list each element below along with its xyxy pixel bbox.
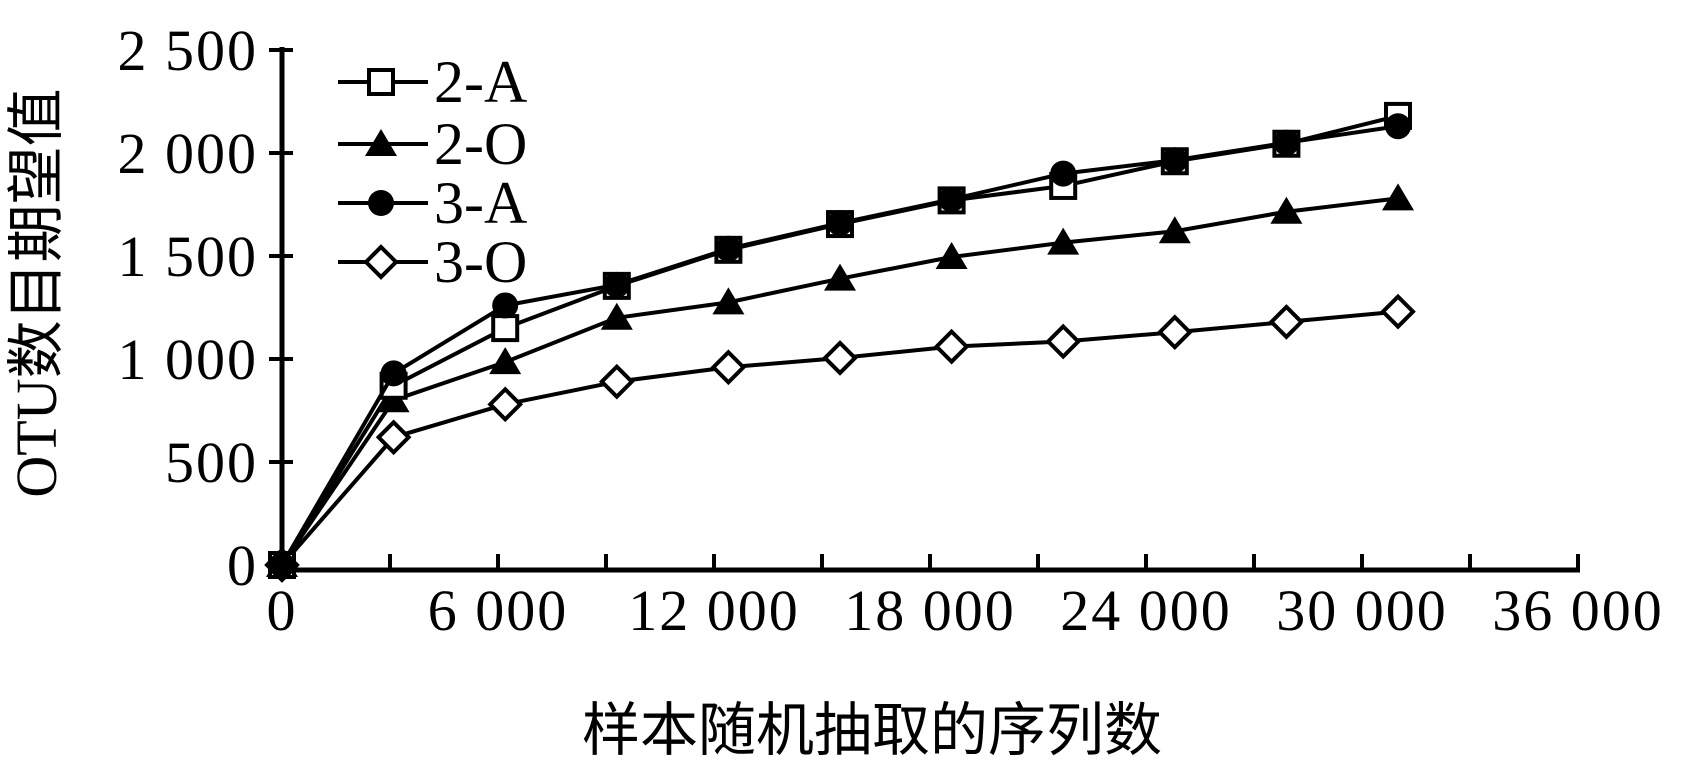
series-2-O-point-2: [489, 347, 522, 375]
series-2-A-point-2: [491, 314, 520, 343]
tick-labels: 0 500 1 000 1 500 2 000 2 500 0 6 000 12 000 18 0…: [118, 18, 1664, 643]
legend-label-2-O: 2-O: [434, 111, 527, 177]
data-series: [264, 101, 1416, 583]
series-3-A-point-8: [1161, 147, 1188, 174]
series-3-O: [264, 293, 1416, 583]
series-3-A-point-6: [938, 186, 965, 213]
legend-item-2-A: 2-A: [338, 49, 527, 115]
series-2-O-point-9: [1270, 196, 1303, 224]
series-2-O-point-3: [600, 302, 633, 330]
x-tick-label-18000: 18 000: [844, 578, 1016, 643]
axes: [269, 47, 1580, 574]
series-3-O-point-2: [487, 386, 524, 423]
series-3-A-point-0: [269, 552, 295, 578]
series-3-O-point-5: [822, 340, 858, 376]
series-2-O-point-5: [824, 263, 856, 291]
legend-filled-triangle-icon-2-O: [365, 129, 397, 156]
series-3-A-point-5: [827, 210, 853, 237]
legend-item-3-A: 3-A: [338, 170, 527, 236]
x-tick-label-30000: 30 000: [1276, 578, 1448, 643]
y-tick-label-500: 500: [165, 430, 258, 495]
series-3-A-point-4: [715, 235, 742, 262]
legend-label-2-A: 2-A: [434, 49, 527, 115]
series-3-A-point-3: [603, 271, 630, 298]
y-tick-label-0: 0: [227, 533, 258, 598]
x-tick-label-36000: 36 000: [1492, 578, 1664, 643]
series-3-A: [269, 113, 1411, 578]
x-tick-label-12000: 12 000: [628, 578, 800, 643]
series-3-A-point-7: [1050, 160, 1077, 187]
y-axis-title: OTU数目期望值: [4, 88, 69, 497]
series-3-O-point-10: [1380, 293, 1416, 330]
x-tick-label-6000: 6 000: [428, 578, 569, 643]
series-3-A-point-9: [1273, 129, 1300, 156]
legend: 2-A2-O3-A3-O: [338, 49, 527, 295]
series-2-O: [266, 183, 1414, 577]
series-3-O-point-4: [710, 349, 747, 386]
legend-open-square-icon-2-A: [367, 68, 395, 96]
legend-filled-circle-icon-3-A: [368, 190, 394, 216]
series-3-A-point-2: [492, 292, 519, 319]
y-tick-label-2500: 2 500: [118, 18, 259, 83]
y-tick-label-1000: 1 000: [118, 327, 259, 392]
legend-label-3-A: 3-A: [434, 170, 527, 236]
series-3-A-point-1: [380, 360, 407, 387]
series-3-O-point-1: [375, 419, 412, 456]
legend-open-diamond-icon-3-O: [363, 244, 399, 280]
x-axis-title: 样本随机抽取的序列数: [582, 698, 1162, 763]
series-3-O-point-8: [1156, 314, 1193, 351]
series-2-O-point-10: [1382, 183, 1414, 211]
legend-label-3-O: 3-O: [434, 229, 527, 295]
x-tick-label-24000: 24 000: [1060, 578, 1232, 643]
series-2-O-point-8: [1158, 216, 1191, 244]
series-2-O-point-4: [712, 287, 745, 315]
series-3-O-point-9: [1268, 304, 1305, 340]
legend-item-3-O: 3-O: [338, 229, 527, 295]
series-3-O-point-6: [933, 328, 970, 365]
y-tick-label-1500: 1 500: [118, 224, 259, 289]
x-tick-label-0: 0: [267, 578, 298, 643]
series-2-O-point-6: [935, 242, 968, 270]
series-3-O-point-7: [1045, 323, 1082, 360]
legend-item-2-O: 2-O: [338, 111, 527, 177]
y-tick-label-2000: 2 000: [118, 121, 259, 186]
series-2-O-point-7: [1047, 227, 1080, 255]
series-3-A-point-10: [1385, 113, 1411, 140]
series-3-O-point-3: [598, 363, 635, 400]
